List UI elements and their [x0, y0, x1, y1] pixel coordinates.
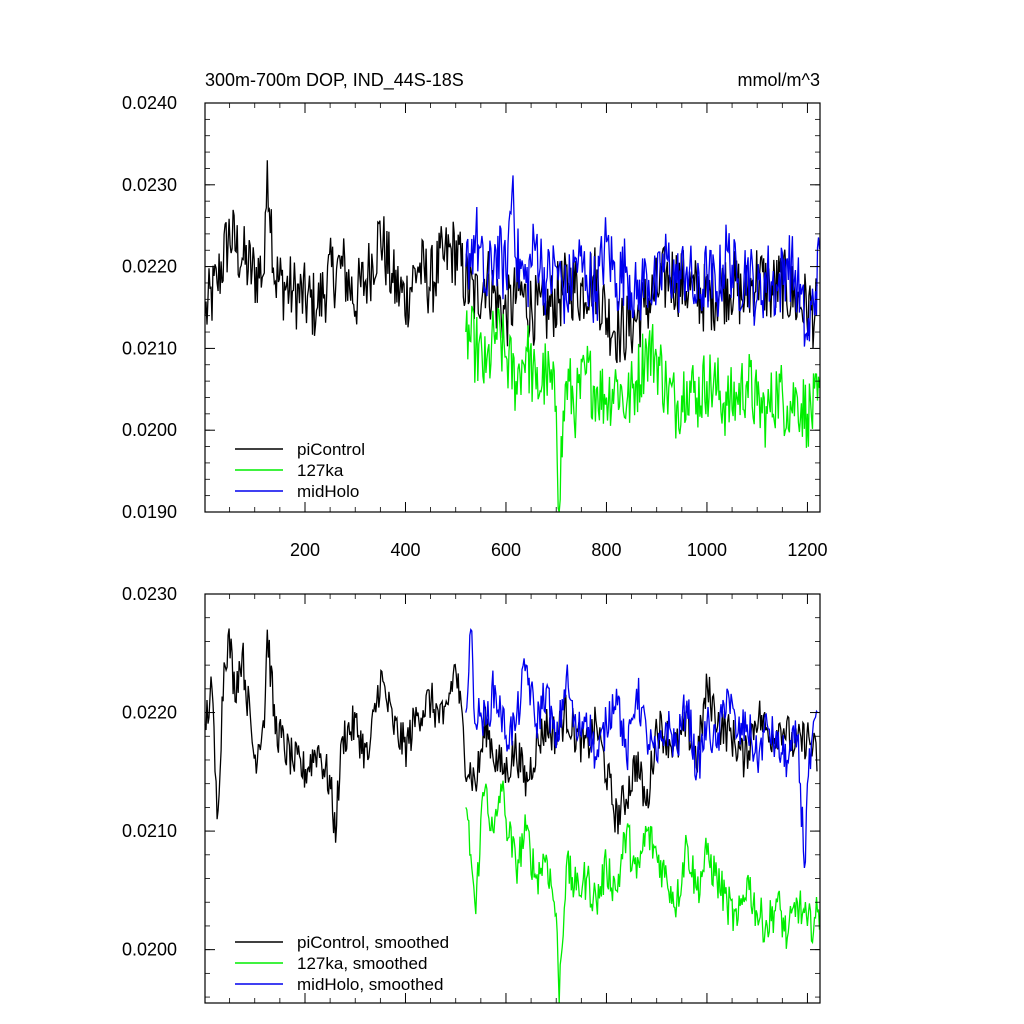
y-tick-label: 0.0240: [122, 93, 177, 113]
x-tick-label: 1000: [687, 540, 727, 560]
bottom-series-group: [204, 627, 821, 1004]
legend-label-picontrol: piControl: [297, 440, 365, 459]
top-panel: 300m-700m DOP, IND_44S-18S mmol/m^3 0.01…: [122, 70, 828, 560]
legend-label-midholo-smoothed: midHolo, smoothed: [297, 975, 443, 994]
series-line-127ka: [465, 305, 821, 513]
x-tick-label: 400: [390, 540, 420, 560]
bottom-legend: piControl, smoothed 127ka, smoothed midH…: [235, 933, 449, 994]
y-tick-label: 0.0200: [122, 940, 177, 960]
series-line-picontrol: [204, 160, 818, 364]
y-tick-label: 0.0190: [122, 502, 177, 522]
top-axis-ticks: 0.0190 0.0200 0.0210 0.0220 0.0230 0.0240 200 4…: [122, 93, 828, 560]
y-tick-label: 0.0200: [122, 420, 177, 440]
series-line-127ka-smoothed: [465, 780, 821, 1004]
units-label: mmol/m^3: [738, 70, 820, 90]
legend-label-picontrol-smoothed: piControl, smoothed: [297, 933, 449, 952]
legend-label-127ka: 127ka: [297, 461, 344, 480]
series-line-picontrol-smoothed: [204, 628, 818, 843]
bottom-panel: 0.0200 0.0210 0.0220 0.0230 piControl, smoo…: [122, 584, 821, 1004]
chart-title: 300m-700m DOP, IND_44S-18S: [205, 70, 464, 91]
series-line-midholo-smoothed: [465, 627, 819, 869]
y-tick-label: 0.0220: [122, 257, 177, 277]
x-tick-label: 1200: [787, 540, 827, 560]
series-line-midholo: [465, 175, 821, 347]
legend-label-127ka-smoothed: 127ka, smoothed: [297, 954, 427, 973]
y-tick-label: 0.0230: [122, 175, 177, 195]
top-series-group: [204, 160, 821, 513]
y-tick-label: 0.0210: [122, 821, 177, 841]
y-tick-label: 0.0230: [122, 584, 177, 604]
bottom-axis-ticks: 0.0200 0.0210 0.0220 0.0230: [122, 584, 820, 1003]
y-tick-label: 0.0220: [122, 703, 177, 723]
top-plot-frame: [204, 102, 821, 513]
legend-label-midholo: midHolo: [297, 482, 359, 501]
x-tick-label: 200: [290, 540, 320, 560]
y-tick-label: 0.0210: [122, 338, 177, 358]
x-tick-label: 600: [491, 540, 521, 560]
bottom-plot-frame: [204, 593, 821, 1004]
x-tick-label: 800: [591, 540, 621, 560]
top-legend: piControl 127ka midHolo: [235, 440, 365, 501]
